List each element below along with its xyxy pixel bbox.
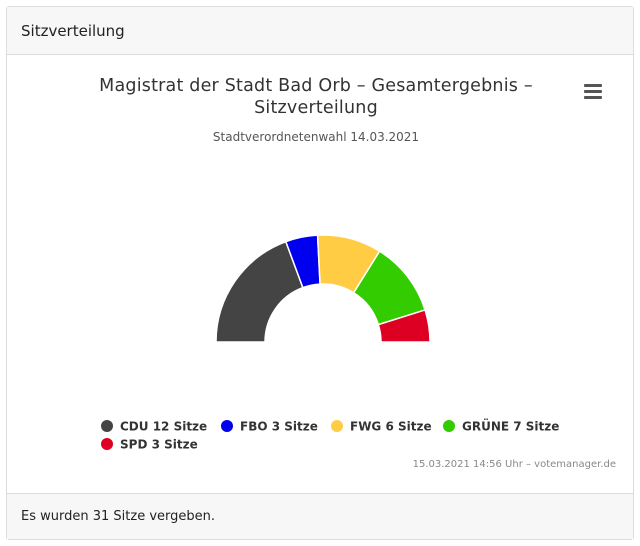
hamburger-menu-icon — [584, 84, 602, 87]
panel-header: Sitzverteilung — [7, 7, 633, 55]
legend-label: FBO 3 Sitze — [240, 420, 318, 434]
legend-label: SPD 3 Sitze — [120, 438, 198, 452]
legend-label: CDU 12 Sitze — [120, 420, 207, 434]
legend-item-fbo[interactable]: FBO 3 Sitze — [221, 420, 318, 434]
legend-item-spd[interactable]: SPD 3 Sitze — [101, 438, 198, 452]
chart-subtitle: Stadtverordnetenwahl 14.03.2021 — [212, 130, 420, 144]
hamburger-menu-icon-line — [584, 90, 602, 93]
seat-distribution-panel: Sitzverteilung Es wurden 31 Sitze vergeb… — [6, 6, 634, 540]
panel-footer-text: Es wurden 31 Sitze vergeben. — [21, 509, 215, 524]
legend-marker — [331, 420, 343, 432]
chart-title: Magistrat der Stadt Bad Orb – Gesamterge… — [99, 76, 533, 118]
chart-credits[interactable]: 15.03.2021 14:56 Uhr – votemanager.de — [412, 459, 616, 470]
slice-spd[interactable] — [377, 309, 431, 343]
legend-item-fwg[interactable]: FWG 6 Sitze — [331, 420, 432, 434]
hamburger-menu-icon-line — [584, 96, 602, 99]
chart-legend: CDU 12 Sitze FBO 3 Sitze FWG 6 Sitze GRÜNE … — [101, 419, 559, 452]
legend-marker — [221, 420, 233, 432]
legend-label: FWG 6 Sitze — [350, 420, 432, 434]
panel-footer: Es wurden 31 Sitze vergeben. — [7, 493, 633, 539]
legend-marker — [101, 420, 113, 432]
chart-slices — [215, 234, 431, 343]
legend-marker — [101, 438, 113, 450]
panel-header-title: Sitzverteilung — [21, 21, 125, 40]
legend-item-grüne[interactable]: GRÜNE 7 Sitze — [443, 419, 559, 434]
legend-label: GRÜNE 7 Sitze — [462, 419, 559, 434]
chart-menu-button[interactable] — [584, 84, 602, 100]
slice-cdu[interactable] — [215, 240, 304, 343]
legend-marker — [443, 420, 455, 432]
legend-item-cdu[interactable]: CDU 12 Sitze — [101, 420, 207, 434]
